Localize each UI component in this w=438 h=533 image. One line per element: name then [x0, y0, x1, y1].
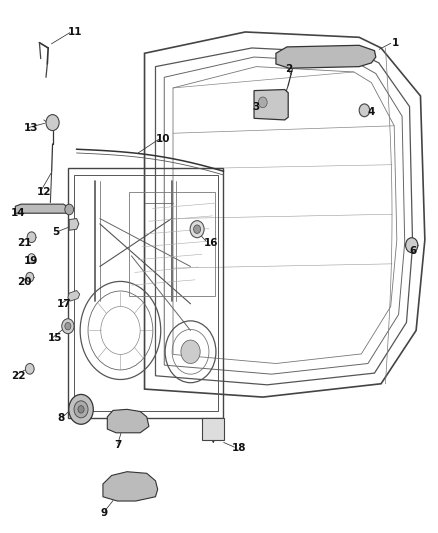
- Text: 17: 17: [57, 299, 71, 309]
- Text: 1: 1: [392, 38, 399, 47]
- Polygon shape: [202, 418, 224, 440]
- Circle shape: [46, 115, 59, 131]
- Text: 18: 18: [232, 443, 247, 453]
- Circle shape: [190, 221, 204, 238]
- Polygon shape: [103, 472, 158, 501]
- Circle shape: [359, 104, 370, 117]
- Circle shape: [74, 401, 88, 418]
- Polygon shape: [15, 204, 71, 213]
- Polygon shape: [276, 45, 376, 68]
- Circle shape: [78, 406, 84, 413]
- Text: 8: 8: [57, 414, 64, 423]
- Circle shape: [69, 394, 93, 424]
- Circle shape: [27, 232, 36, 243]
- Text: 21: 21: [17, 238, 31, 247]
- Polygon shape: [107, 409, 149, 433]
- Polygon shape: [69, 219, 79, 230]
- Text: 9: 9: [101, 508, 108, 518]
- Text: 5: 5: [53, 227, 60, 237]
- Text: 19: 19: [24, 256, 39, 266]
- Text: 13: 13: [24, 123, 39, 133]
- Text: 22: 22: [11, 371, 25, 381]
- Text: 3: 3: [252, 102, 259, 111]
- Text: 15: 15: [48, 334, 63, 343]
- Circle shape: [194, 225, 201, 233]
- Text: 10: 10: [155, 134, 170, 143]
- Circle shape: [25, 364, 34, 374]
- Text: 16: 16: [204, 238, 218, 247]
- Text: 7: 7: [114, 440, 121, 450]
- Circle shape: [65, 322, 71, 330]
- Circle shape: [26, 272, 34, 282]
- Circle shape: [65, 204, 74, 215]
- Text: 11: 11: [68, 27, 82, 37]
- Polygon shape: [68, 290, 80, 301]
- Circle shape: [258, 97, 267, 108]
- Text: 2: 2: [285, 64, 292, 74]
- Circle shape: [28, 254, 35, 263]
- Circle shape: [62, 319, 74, 334]
- Text: 6: 6: [410, 246, 417, 255]
- Text: 20: 20: [17, 278, 31, 287]
- Polygon shape: [254, 90, 288, 120]
- Text: 14: 14: [11, 208, 25, 218]
- Circle shape: [406, 238, 418, 253]
- Text: 12: 12: [37, 187, 52, 197]
- Circle shape: [181, 340, 200, 364]
- Text: 4: 4: [368, 107, 375, 117]
